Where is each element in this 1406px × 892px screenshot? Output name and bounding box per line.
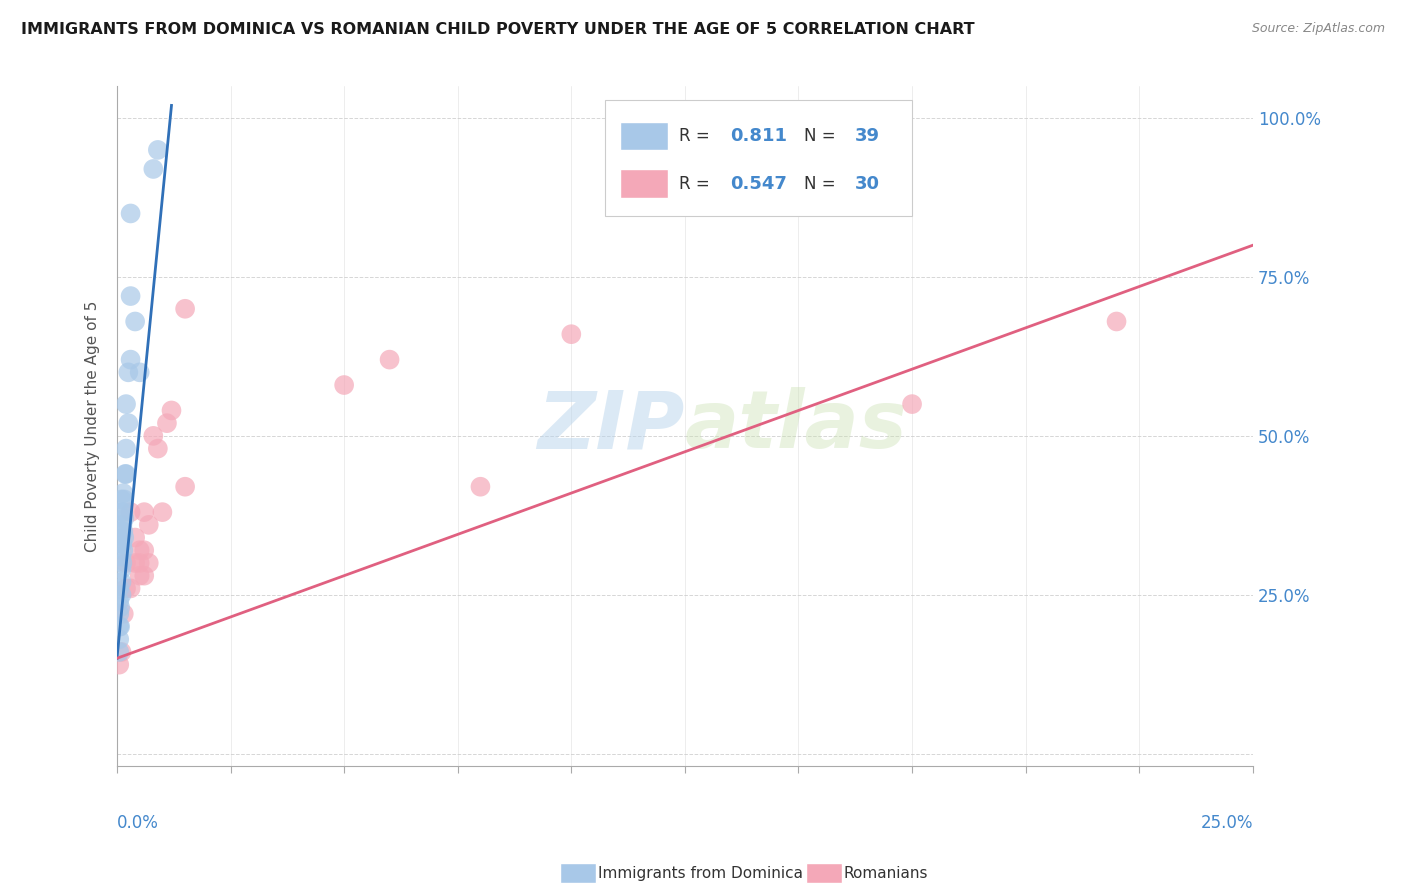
Point (124, 314, 146, 328)
Point (134, 568, 156, 582)
Point (120, 505, 142, 519)
Point (115, 582, 138, 596)
Point (142, 161, 165, 176)
Point (115, 442, 138, 456)
Point (110, 492, 132, 507)
Point (160, 403, 183, 417)
Point (110, 645, 132, 659)
Point (110, 549, 132, 564)
FancyBboxPatch shape (606, 100, 912, 216)
Point (108, 594, 131, 608)
Text: 0.0%: 0.0% (117, 814, 159, 832)
Point (134, 543, 156, 558)
Point (120, 289, 142, 303)
Point (110, 505, 132, 519)
Text: 0.547: 0.547 (730, 175, 787, 193)
Point (128, 543, 150, 558)
Point (110, 562, 132, 576)
Point (138, 556, 160, 570)
Point (115, 467, 138, 481)
Point (901, 397, 924, 411)
Point (112, 543, 135, 558)
Point (470, 480, 492, 494)
Point (108, 619, 131, 633)
FancyBboxPatch shape (620, 121, 668, 150)
Point (124, 531, 146, 545)
Point (1105, 314, 1128, 328)
Text: N =: N = (804, 175, 841, 193)
Point (120, 582, 142, 596)
Point (112, 486, 135, 500)
Text: Romanians: Romanians (844, 866, 928, 880)
Point (108, 582, 131, 596)
Point (110, 537, 132, 551)
Point (112, 511, 135, 525)
Text: IMMIGRANTS FROM DOMINICA VS ROMANIAN CHILD POVERTY UNDER THE AGE OF 5 CORRELATIO: IMMIGRANTS FROM DOMINICA VS ROMANIAN CHI… (21, 22, 974, 37)
Point (117, 416, 139, 430)
Point (108, 657, 131, 672)
Text: R =: R = (679, 175, 716, 193)
Point (120, 352, 142, 367)
Point (128, 556, 150, 570)
Text: 39: 39 (855, 127, 880, 145)
Point (115, 397, 138, 411)
Point (108, 619, 131, 633)
Point (114, 467, 136, 481)
Text: 0.811: 0.811 (730, 127, 787, 145)
Point (112, 607, 135, 621)
Text: 30: 30 (855, 175, 880, 193)
Text: Immigrants from Dominica: Immigrants from Dominica (598, 866, 803, 880)
Point (112, 505, 135, 519)
Point (124, 556, 146, 570)
Point (110, 524, 132, 539)
Point (146, 143, 169, 157)
Point (128, 365, 150, 379)
Point (108, 645, 131, 659)
Point (138, 517, 160, 532)
Point (112, 492, 135, 507)
Point (152, 505, 174, 519)
Point (174, 480, 197, 494)
Point (111, 517, 134, 532)
Point (117, 365, 139, 379)
Point (120, 206, 142, 220)
Point (156, 416, 179, 430)
Point (111, 556, 134, 570)
Point (112, 524, 135, 539)
FancyBboxPatch shape (620, 169, 668, 198)
Point (115, 556, 138, 570)
Point (111, 537, 134, 551)
Point (108, 600, 131, 615)
Point (142, 429, 165, 443)
Y-axis label: Child Poverty Under the Age of 5: Child Poverty Under the Age of 5 (86, 301, 100, 552)
Point (174, 301, 197, 316)
Point (333, 378, 356, 392)
Point (146, 442, 169, 456)
Text: R =: R = (679, 127, 716, 145)
Point (108, 607, 131, 621)
Point (110, 588, 132, 602)
Text: 25.0%: 25.0% (1201, 814, 1253, 832)
Point (134, 505, 156, 519)
Text: atlas: atlas (685, 387, 908, 466)
Text: ZIP: ZIP (537, 387, 685, 466)
Point (378, 352, 401, 367)
Point (108, 632, 131, 647)
Point (110, 575, 132, 590)
Point (128, 568, 150, 582)
Point (560, 327, 582, 342)
Text: Source: ZipAtlas.com: Source: ZipAtlas.com (1251, 22, 1385, 36)
Point (112, 531, 135, 545)
Text: N =: N = (804, 127, 841, 145)
